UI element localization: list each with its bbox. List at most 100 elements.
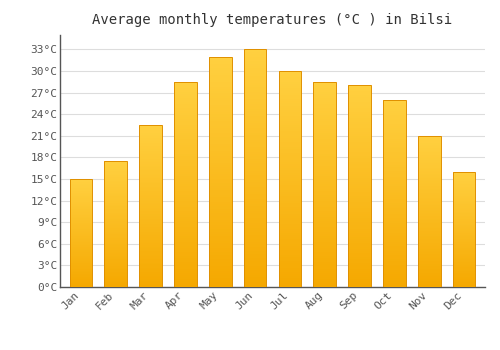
Bar: [70, 198, 92, 200]
Bar: [70, 283, 92, 284]
Bar: [244, 242, 266, 244]
Bar: [418, 240, 440, 241]
Bar: [104, 243, 127, 244]
Bar: [70, 208, 92, 209]
Bar: [314, 189, 336, 190]
Bar: [314, 234, 336, 236]
Bar: [314, 236, 336, 238]
Bar: [70, 197, 92, 198]
Bar: [244, 268, 266, 270]
Bar: [418, 163, 440, 164]
Bar: [140, 269, 162, 271]
Bar: [418, 190, 440, 192]
Bar: [278, 194, 301, 196]
Bar: [70, 238, 92, 239]
Bar: [383, 182, 406, 184]
Bar: [174, 195, 197, 197]
Bar: [348, 90, 371, 91]
Bar: [104, 222, 127, 223]
Bar: [314, 211, 336, 213]
Bar: [278, 140, 301, 142]
Bar: [174, 240, 197, 242]
Bar: [453, 179, 475, 180]
Bar: [418, 228, 440, 230]
Bar: [314, 252, 336, 254]
Bar: [314, 281, 336, 283]
Bar: [314, 256, 336, 258]
Bar: [140, 264, 162, 266]
Bar: [70, 261, 92, 262]
Bar: [278, 263, 301, 265]
Bar: [278, 132, 301, 134]
Bar: [348, 192, 371, 194]
Bar: [418, 217, 440, 219]
Bar: [314, 152, 336, 154]
Bar: [70, 233, 92, 234]
Bar: [70, 203, 92, 204]
Bar: [174, 256, 197, 258]
Bar: [348, 190, 371, 192]
Bar: [383, 195, 406, 197]
Title: Average monthly temperatures (°C ) in Bilsi: Average monthly temperatures (°C ) in Bi…: [92, 13, 452, 27]
Bar: [453, 193, 475, 194]
Bar: [418, 186, 440, 187]
Bar: [104, 237, 127, 238]
Bar: [140, 156, 162, 158]
Bar: [104, 193, 127, 194]
Bar: [70, 246, 92, 247]
Bar: [104, 256, 127, 257]
Bar: [348, 152, 371, 154]
Bar: [314, 160, 336, 162]
Bar: [174, 129, 197, 131]
Bar: [278, 168, 301, 170]
Bar: [314, 230, 336, 232]
Bar: [383, 143, 406, 145]
Bar: [348, 237, 371, 239]
Bar: [418, 183, 440, 184]
Bar: [314, 232, 336, 234]
Bar: [418, 281, 440, 282]
Bar: [383, 117, 406, 119]
Bar: [418, 139, 440, 140]
Bar: [174, 158, 197, 160]
Bar: [209, 110, 232, 112]
Bar: [209, 273, 232, 275]
Bar: [418, 174, 440, 175]
Bar: [70, 190, 92, 191]
Bar: [453, 210, 475, 211]
Bar: [104, 262, 127, 263]
Bar: [418, 168, 440, 169]
Bar: [278, 280, 301, 283]
Bar: [70, 236, 92, 237]
Bar: [383, 154, 406, 156]
Bar: [278, 145, 301, 147]
Bar: [453, 233, 475, 234]
Bar: [418, 267, 440, 269]
Bar: [348, 98, 371, 99]
Bar: [314, 166, 336, 168]
Bar: [348, 257, 371, 259]
Bar: [314, 149, 336, 152]
Bar: [104, 186, 127, 188]
Bar: [174, 238, 197, 240]
Bar: [453, 243, 475, 244]
Bar: [104, 226, 127, 228]
Bar: [348, 261, 371, 263]
Bar: [104, 204, 127, 205]
Bar: [174, 123, 197, 125]
Bar: [70, 196, 92, 197]
Bar: [104, 224, 127, 225]
Bar: [278, 88, 301, 90]
Bar: [348, 118, 371, 120]
Bar: [104, 278, 127, 279]
Bar: [209, 98, 232, 100]
Bar: [383, 160, 406, 162]
Bar: [278, 166, 301, 168]
Bar: [104, 190, 127, 191]
Bar: [383, 244, 406, 246]
Bar: [104, 209, 127, 210]
Bar: [278, 192, 301, 194]
Bar: [244, 90, 266, 92]
Bar: [140, 279, 162, 280]
Bar: [140, 138, 162, 140]
